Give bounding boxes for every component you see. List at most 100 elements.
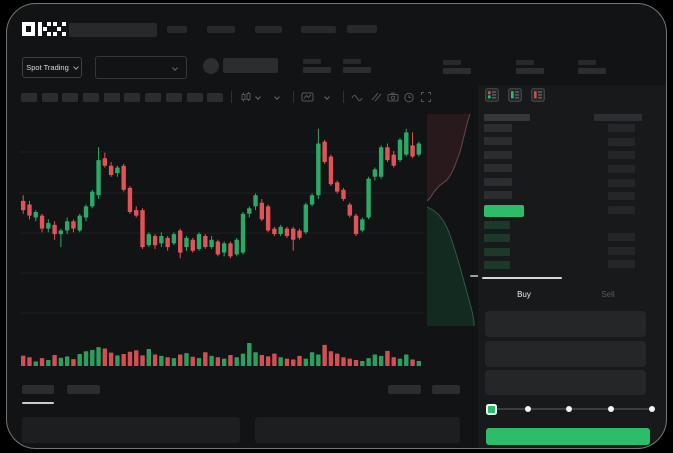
toolbar-divider [292, 91, 294, 103]
bid-row[interactable] [484, 261, 510, 270]
nav-item-placeholder[interactable] [207, 26, 235, 33]
coin-avatar [203, 58, 219, 74]
timeframe-button-placeholder[interactable] [145, 92, 162, 102]
amount-row[interactable] [608, 137, 635, 146]
orderbook-bids [484, 221, 510, 275]
fullscreen-icon[interactable] [420, 91, 432, 103]
chevron-down-icon [172, 65, 178, 71]
timeframe-button-placeholder[interactable] [41, 92, 58, 102]
tab-buy-label: Buy [517, 289, 531, 299]
amount-row[interactable] [608, 260, 635, 269]
orderbook-amounts-bottom [608, 233, 635, 274]
slider-stops [486, 402, 655, 416]
bottom-tab-placeholder[interactable] [22, 385, 54, 394]
ask-row[interactable] [484, 150, 512, 159]
draw-tools-icon[interactable] [370, 91, 382, 103]
bottom-tab-placeholder[interactable] [67, 385, 100, 394]
amount-slider[interactable] [486, 402, 655, 416]
chevron-down-icon [72, 64, 79, 70]
tab-buy[interactable]: Buy [482, 284, 566, 304]
timeframe-button-placeholder[interactable] [186, 92, 203, 102]
ticker-stat-placeholder [303, 59, 331, 73]
timeframe-button-placeholder[interactable] [124, 92, 141, 102]
pair-selector-dropdown[interactable] [95, 56, 187, 79]
amount-row[interactable] [608, 165, 635, 174]
timeframe-button-placeholder[interactable] [165, 92, 182, 102]
candle-style-icon[interactable] [240, 91, 252, 103]
last-price-tick [470, 275, 482, 277]
last-price-bar[interactable] [484, 205, 524, 217]
orderbook-amounts-top [608, 124, 635, 220]
orderbook-price-header-placeholder [484, 114, 530, 121]
ticker-stat-placeholder [578, 60, 606, 74]
line-icon[interactable] [351, 91, 365, 103]
active-tab-indicator [482, 277, 562, 279]
amount-row[interactable] [608, 151, 635, 160]
orders-panel-placeholder [22, 417, 240, 443]
interval-chevron-icon[interactable] [274, 94, 280, 100]
orderbook-bids-view-icon[interactable] [508, 88, 522, 102]
ask-row[interactable] [484, 190, 512, 199]
camera-icon[interactable] [387, 91, 399, 103]
ticker-stat-placeholder [343, 59, 371, 73]
timeframe-button-placeholder[interactable] [62, 92, 79, 102]
price-input[interactable] [485, 311, 646, 337]
buy-submit-button[interactable] [486, 428, 650, 445]
timeframe-button-placeholder[interactable] [207, 92, 224, 102]
nav-item-placeholder[interactable] [301, 26, 336, 33]
bid-row[interactable] [484, 247, 510, 256]
candlestick-chart[interactable] [20, 108, 425, 370]
amount-row[interactable] [608, 178, 635, 187]
nav-item-placeholder[interactable] [167, 26, 187, 33]
spot-trading-label: Spot Trading [26, 63, 69, 72]
orderbook-combined-view-icon[interactable] [485, 88, 499, 102]
candle-style-chevron-icon[interactable] [255, 94, 262, 100]
chart-toolbar [21, 90, 441, 104]
ask-row[interactable] [484, 124, 512, 132]
ask-row[interactable] [484, 164, 512, 173]
slider-stop[interactable] [524, 406, 531, 412]
nav-item-placeholder[interactable] [255, 26, 282, 33]
indicators-icon[interactable] [301, 91, 314, 103]
tab-sell-label: Sell [601, 289, 615, 299]
total-input[interactable] [485, 370, 646, 395]
spot-trading-button[interactable]: Spot Trading [22, 57, 82, 78]
amount-row[interactable] [608, 246, 635, 255]
timeframe-button-placeholder[interactable] [83, 92, 100, 102]
slider-stop[interactable] [607, 406, 614, 412]
slider-handle[interactable] [486, 403, 497, 415]
timer-icon[interactable] [403, 91, 415, 103]
ask-row[interactable] [484, 177, 512, 186]
bottom-filter-placeholder[interactable] [388, 385, 421, 394]
orders-panel-placeholder [255, 417, 460, 443]
toolbar-divider [342, 91, 344, 103]
orderbook-asks-view-icon[interactable] [531, 88, 545, 102]
bid-row[interactable] [484, 221, 510, 229]
slider-stop[interactable] [649, 406, 655, 412]
amount-input[interactable] [485, 341, 646, 367]
tab-sell[interactable]: Sell [566, 284, 650, 304]
slider-stop[interactable] [566, 406, 572, 412]
timeframe-button-placeholder[interactable] [21, 92, 37, 102]
depth-chart [427, 113, 475, 326]
nav-item-placeholder[interactable] [347, 25, 377, 33]
orderbook-amount-header-placeholder [594, 114, 642, 121]
amount-row[interactable] [608, 192, 635, 201]
ticker-stat-placeholder [516, 60, 544, 74]
pair-name-placeholder[interactable] [223, 58, 278, 73]
orderbook-layout-toggle [485, 88, 545, 102]
indicators-chevron-icon[interactable] [324, 94, 330, 100]
bottom-filter-placeholder[interactable] [432, 385, 460, 394]
timeframe-button-placeholder[interactable] [103, 92, 120, 102]
okx-app-window: Spot Trading [6, 3, 667, 449]
amount-row[interactable] [608, 124, 635, 132]
ask-row[interactable] [484, 137, 512, 146]
bid-row[interactable] [484, 234, 510, 243]
orderbook-asks [484, 124, 512, 204]
toolbar-divider [230, 91, 232, 103]
amount-row[interactable] [608, 206, 635, 215]
amount-row[interactable] [608, 233, 635, 241]
ticker-stat-placeholder [443, 60, 471, 74]
search-bar-placeholder[interactable] [69, 23, 157, 37]
bottom-active-tab-indicator [22, 402, 54, 404]
